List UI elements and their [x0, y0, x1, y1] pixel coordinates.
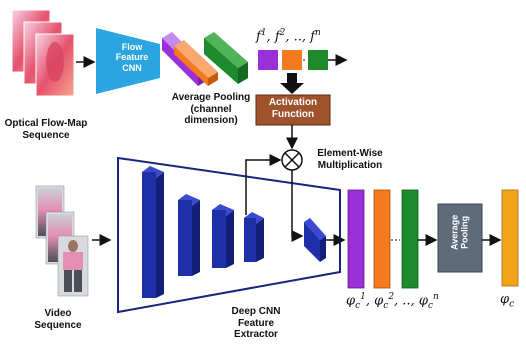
final-output-bar — [501, 189, 519, 287]
cnn-blocks — [142, 166, 326, 298]
deep-cnn-label: Deep CNN Feature Extractor — [231, 306, 281, 340]
video-input-label: Video Sequence — [34, 308, 82, 331]
final-pooling-box — [437, 203, 483, 273]
flow-features-label: f1, f2, .., fn — [256, 28, 321, 45]
element-wise-label: Element-Wise Multiplication — [317, 148, 383, 171]
arrow-cnn-to-multiply — [245, 154, 282, 215]
thick-arrow-shaft — [287, 73, 297, 83]
arrow-multiply-to-cnn — [291, 170, 304, 242]
pedestrian-thumbnails — [35, 185, 89, 297]
flow-feature-f1 — [258, 50, 278, 70]
final-output-label: φc — [500, 292, 515, 310]
flow-feature-f2 — [282, 50, 302, 70]
flow-feature-blocks — [162, 32, 248, 86]
activation-label: Activation Function — [268, 97, 318, 120]
cnn-features-label: φc1, φc2, .., φcn — [346, 292, 439, 311]
cnn-feature-bar-n — [401, 189, 419, 289]
cnn-feature-bar-1 — [347, 189, 365, 289]
flow-cnn-label: Flow Feature CNN — [115, 42, 149, 73]
flow-feature-fn — [308, 50, 328, 70]
thick-arrow-head — [280, 83, 304, 94]
flow-input-label: Optical Flow-Map Sequence — [4, 118, 88, 141]
final-pooling-label: Average Pooling — [449, 214, 470, 250]
activation-box — [255, 94, 331, 126]
circle-times-icon — [281, 149, 303, 171]
cnn-feature-bar-2 — [373, 189, 391, 289]
flow-map-thumbnails — [11, 9, 75, 97]
avg-pool-channel-label: Average Pooling (channel dimension) — [171, 92, 251, 126]
flow-cnn-shape — [96, 28, 160, 94]
